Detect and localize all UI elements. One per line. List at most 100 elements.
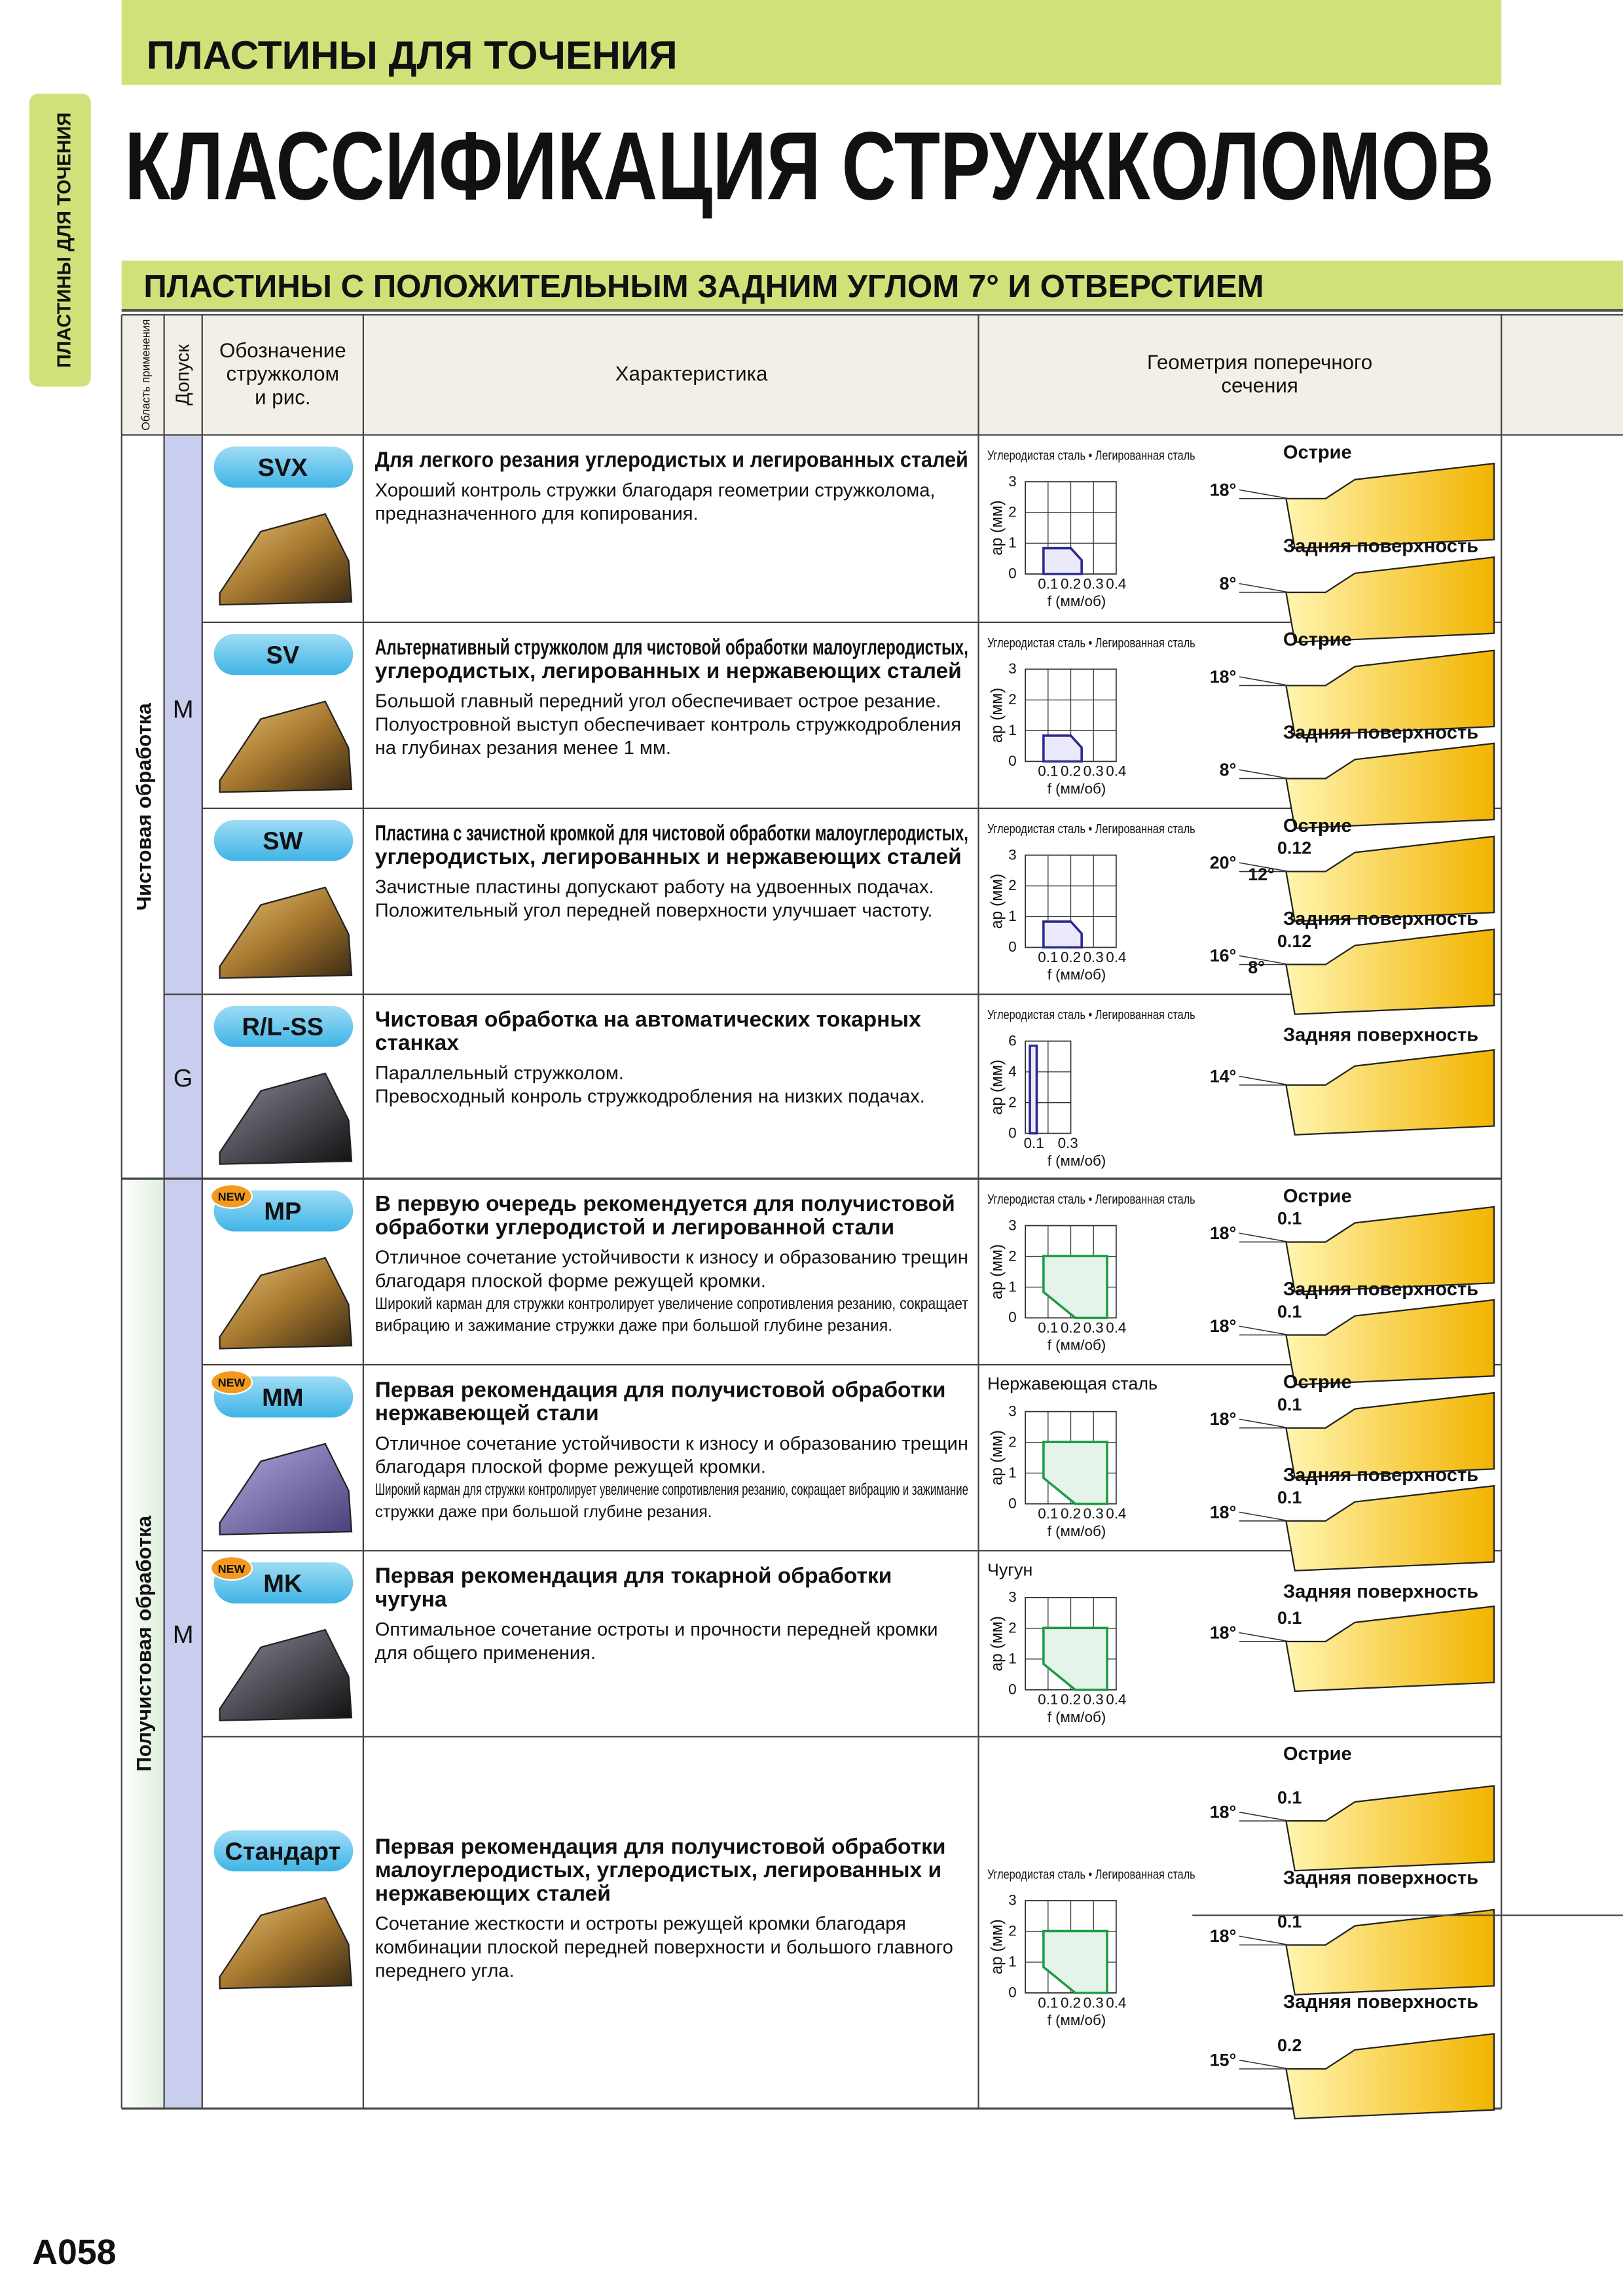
- angle-ref: [1239, 583, 1289, 593]
- y-tick-label: 2: [1008, 504, 1016, 520]
- x-tick-label: 0.4: [1106, 1319, 1126, 1336]
- table-header-bg: [121, 315, 1623, 435]
- x-axis-label: f (мм/об): [1048, 2012, 1106, 2028]
- angle: 8°: [1220, 760, 1237, 780]
- code-pill: [213, 1005, 354, 1047]
- geometry-label: Острие: [1283, 1186, 1352, 1207]
- dimension: 0.12: [1277, 838, 1311, 858]
- row-body: Положительный угол передней поверхности …: [375, 901, 933, 922]
- chart-caption: Углеродистая сталь • Легированная сталь: [987, 822, 1195, 836]
- row-heading: Первая рекомендация для получистовой обр…: [375, 1835, 946, 1859]
- y-tick-label: 3: [1008, 660, 1016, 677]
- angle: 18°: [1210, 1316, 1237, 1336]
- geometry-profile: [1285, 2033, 1495, 2120]
- geometry-profile: [1285, 649, 1495, 736]
- code: MK: [263, 1570, 302, 1598]
- x-tick-label: 0.3: [1084, 1505, 1104, 1522]
- x-tick-label: 0.3: [1084, 763, 1104, 780]
- x-tick-label: 0.4: [1106, 949, 1126, 965]
- page-number: A058: [32, 2233, 116, 2272]
- dimension: 0.1: [1277, 1608, 1302, 1628]
- y-tick-label: 1: [1008, 1954, 1016, 1970]
- badge-text: NEW: [218, 1191, 246, 1204]
- row-heading: Для легкого резания углеродистых и легир…: [375, 448, 968, 473]
- dimension: 0.12: [1277, 931, 1311, 951]
- y-axis-label: ap (мм): [988, 874, 1006, 929]
- y-axis-label: ap (мм): [988, 688, 1006, 743]
- dimension: 0.1: [1277, 1395, 1302, 1414]
- angle: 18°: [1210, 1926, 1237, 1946]
- row-body: Хороший контроль стружки благодаря геоме…: [375, 480, 936, 501]
- y-tick-label: 4: [1008, 1063, 1016, 1079]
- geometry-profile: [1285, 556, 1495, 643]
- insert-image: [219, 1897, 353, 1990]
- angle-ref: [1239, 1232, 1289, 1243]
- chart-region: [1042, 1255, 1108, 1319]
- x-axis-label: f (мм/об): [1048, 593, 1106, 609]
- y-tick-label: 0: [1008, 1984, 1016, 2001]
- geometry-profile: [1285, 462, 1495, 550]
- y-tick-label: 0: [1008, 753, 1016, 769]
- geometry-profile: [1285, 928, 1495, 1015]
- angle: 15°: [1210, 2051, 1237, 2070]
- row-body: благодаря плоской форме режущей кромки.: [375, 1457, 766, 1478]
- angle-ref: [1239, 1418, 1289, 1429]
- y-tick-label: 1: [1008, 1464, 1016, 1480]
- page-title: КЛАССИФИКАЦИЯ СТРУЖКОЛОМОВ: [124, 112, 1494, 220]
- x-tick-label: 0.1: [1024, 1135, 1044, 1151]
- geometry-label: Острие: [1283, 1744, 1352, 1765]
- row-heading: Чистовая обработка на автоматических ток…: [375, 1007, 921, 1031]
- geometry-label: Острие: [1283, 816, 1352, 836]
- badge: [210, 1369, 253, 1395]
- geometry-profile: [1285, 835, 1495, 922]
- row-heading: нержавеющих сталей: [375, 1882, 611, 1906]
- x-tick-label: 0.4: [1106, 1505, 1126, 1522]
- angle: 18°: [1210, 1803, 1237, 1822]
- y-tick-label: 0: [1008, 1309, 1016, 1325]
- row-body: Оптимальное сочетание остроты и прочност…: [375, 1619, 938, 1640]
- angle-ref: [1239, 1075, 1289, 1086]
- y-axis-label: ap (мм): [988, 1616, 1006, 1671]
- geometry-profile: [1285, 1909, 1495, 1996]
- geometry-label: Задняя поверхность: [1283, 1025, 1478, 1046]
- row-heading: Пластина с зачистной кромкой для чистово…: [375, 821, 968, 846]
- y-tick-label: 0: [1008, 939, 1016, 955]
- insert-image: [219, 1257, 353, 1350]
- geometry-label: Задняя поверхность: [1283, 723, 1478, 744]
- row-body: Параллельный стружколом.: [375, 1063, 624, 1084]
- angle-ref: [1239, 955, 1289, 965]
- row-body: Отличное сочетание устойчивости к износу…: [375, 1433, 968, 1454]
- row-body: Превосходный конроль стружкодробления на…: [375, 1086, 925, 1107]
- column-header: Допуск: [173, 344, 194, 406]
- geometry-label: Задняя поверхность: [1283, 1581, 1478, 1602]
- code: SW: [263, 828, 302, 855]
- geometry-profile: [1285, 1206, 1495, 1293]
- chart-caption: Чугун: [987, 1560, 1032, 1579]
- geometry-profile: [1285, 1484, 1495, 1572]
- badge: [210, 1556, 253, 1581]
- geometry-profile: [1285, 1785, 1495, 1872]
- y-axis-label: ap (мм): [988, 1060, 1006, 1115]
- dimension: 0.2: [1277, 2036, 1302, 2055]
- chart-caption: Нержавеющая сталь: [987, 1374, 1158, 1393]
- y-tick-label: 2: [1008, 1923, 1016, 1939]
- side-tab-label: ПЛАСТИНЫ ДЛЯ ТОЧЕНИЯ: [54, 113, 75, 368]
- row-body: комбинации плоской передней поверхности …: [375, 1937, 953, 1958]
- geometry-label: Задняя поверхность: [1283, 908, 1478, 929]
- chart-region: [1042, 1441, 1108, 1505]
- angle: 18°: [1210, 1409, 1237, 1429]
- angle-ref: [1239, 1325, 1289, 1336]
- geometry-label: Острие: [1283, 442, 1352, 463]
- x-tick-label: 0.3: [1084, 1319, 1104, 1336]
- x-tick-label: 0.1: [1038, 763, 1058, 780]
- angle-ref: [1239, 1935, 1289, 1946]
- angle: 18°: [1210, 480, 1237, 499]
- geometry-profile: [1285, 1049, 1495, 1136]
- code-pill: [213, 446, 354, 488]
- angle: 16°: [1210, 946, 1237, 965]
- y-tick-label: 3: [1008, 1892, 1016, 1909]
- x-tick-label: 0.1: [1038, 575, 1058, 592]
- row-heading: малоуглеродистых, углеродистых, легирова…: [375, 1858, 941, 1882]
- x-axis-label: f (мм/об): [1048, 1523, 1106, 1539]
- chart-region: [1029, 1044, 1038, 1135]
